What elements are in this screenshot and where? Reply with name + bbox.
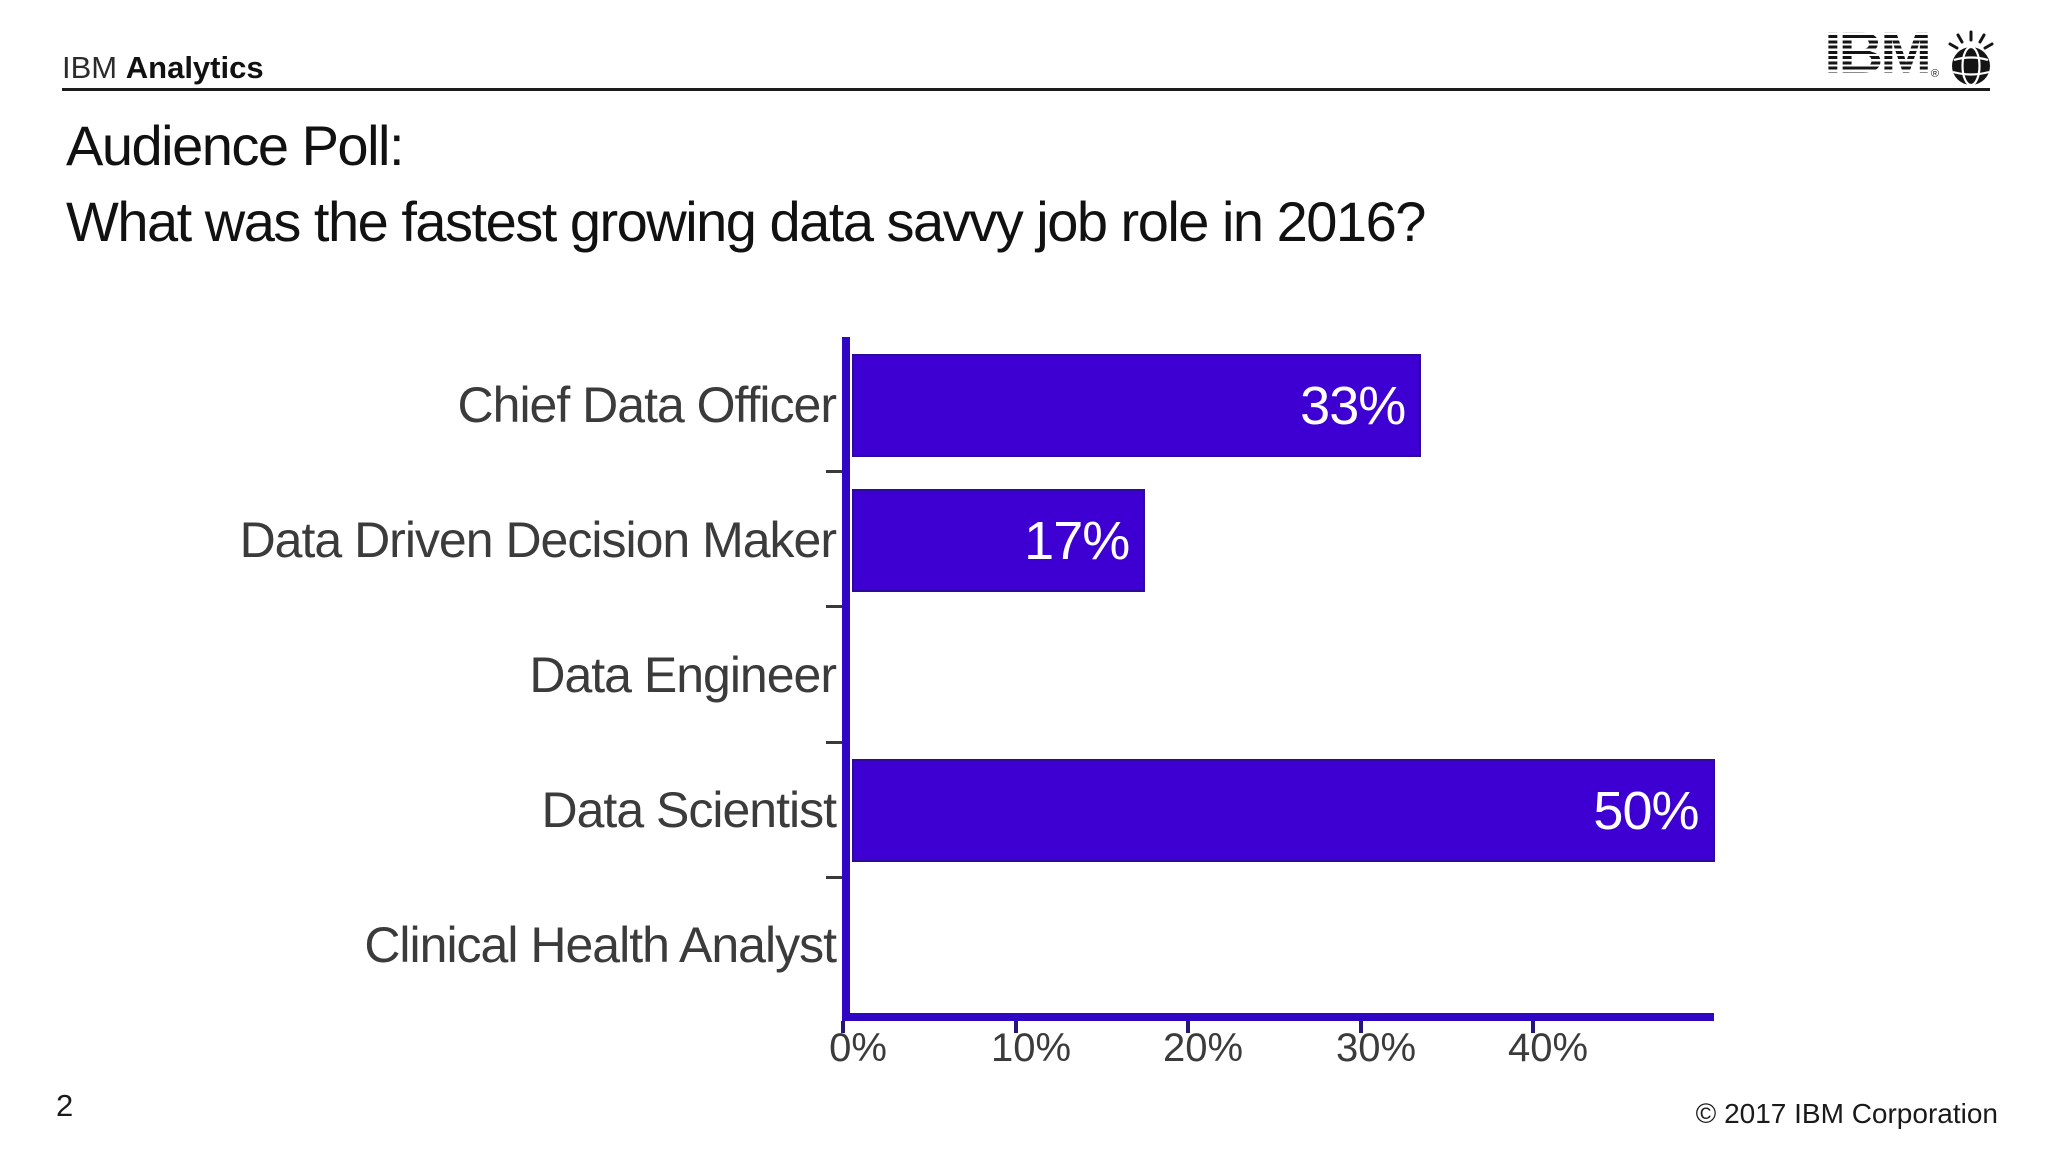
slide-title-line2: What was the fastest growing data savvy … [66,190,1426,253]
bar: 17% [852,489,1146,592]
y-axis-tick [826,605,842,608]
chart-row: Clinical Health Analyst [0,878,2048,1013]
category-label: Clinical Health Analyst [364,917,837,973]
smarter-planet-globe-icon [1948,30,1994,86]
chart-row: Chief Data Officer 33% [0,338,2048,473]
bar-value-label: 17% [1024,510,1130,571]
slide-title: Audience Poll: What was the fastest grow… [66,108,1426,260]
x-axis-tick [1014,1021,1018,1033]
category-label: Data Scientist [541,782,837,838]
x-tick-label: 30% [1335,1026,1417,1070]
bar-value-label: 33% [1300,375,1406,436]
x-tick-label: 0% [829,1026,887,1070]
slide-title-line1: Audience Poll: [66,114,405,177]
page-number: 2 [56,1088,74,1123]
x-axis-tick [841,1021,845,1033]
y-axis-line [842,337,850,1021]
ibm-8bar-logo-icon: IBM [1824,21,1932,86]
x-axis-tick [1186,1021,1190,1033]
bar-value-label: 50% [1593,780,1699,841]
category-label: Data Engineer [529,647,837,703]
bar: 50% [852,759,1715,862]
chart-row: Data Engineer [0,608,2048,743]
brand-ibm: IBM [62,50,118,85]
x-tick-label: 10% [990,1026,1072,1070]
x-tick-label: 40% [1507,1026,1589,1070]
bar: 33% [852,354,1422,457]
x-axis-tick [1359,1021,1363,1033]
x-axis-line [842,1013,1714,1021]
x-tick-label: 20% [1162,1026,1244,1070]
category-label: Chief Data Officer [457,377,837,433]
brand-wordmark: IBM Analytics [62,50,264,86]
category-label: Data Driven Decision Maker [239,512,837,568]
ibm-logo: IBM ® [1824,22,1995,86]
y-axis-tick [826,470,842,473]
header-divider [62,88,1990,91]
y-axis-tick [826,876,842,879]
chart-row: Data Scientist 50% [0,743,2048,878]
chart-row: Data Driven Decision Maker 17% [0,473,2048,608]
registered-mark: ® [1930,68,1939,80]
y-axis-tick [826,741,842,744]
brand-analytics: Analytics [125,50,264,85]
x-axis-tick [1531,1021,1535,1033]
copyright-text: © 2017 IBM Corporation [1695,1098,1998,1129]
